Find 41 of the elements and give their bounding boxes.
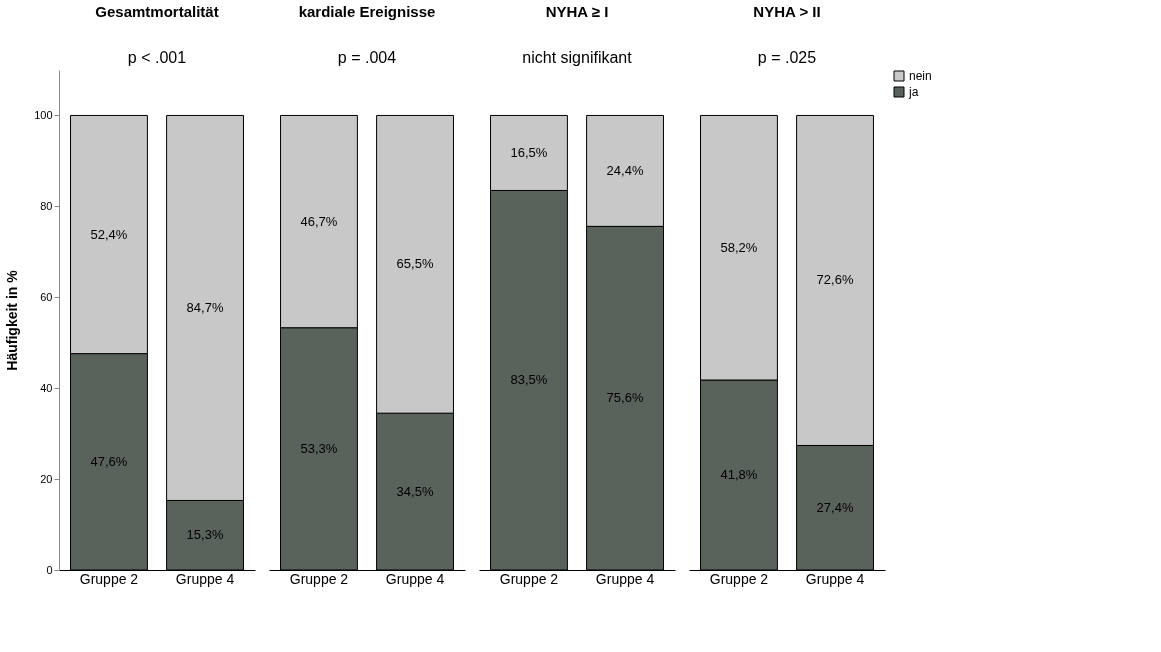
data-label: 72,6% (816, 272, 854, 288)
data-label: 15,3% (186, 527, 224, 543)
data-label: 16,5% (510, 144, 548, 160)
data-label: 53,3% (300, 440, 338, 456)
x-tick-label: Gruppe 2 (79, 570, 139, 587)
data-label: 24,4% (606, 162, 644, 178)
x-tick-label: Gruppe 2 (709, 570, 769, 587)
y-tick-label: 60 (40, 290, 53, 303)
y-tick-label: 20 (40, 472, 53, 485)
legend-label: ja (908, 85, 919, 99)
text: nicht signifikant (522, 49, 633, 66)
y-tick-label: 80 (40, 199, 53, 212)
data-label: 46,7% (300, 213, 338, 229)
x-tick-label: Gruppe 4 (385, 570, 445, 587)
data-label: 65,5% (396, 256, 434, 272)
data-label: 27,4% (816, 499, 854, 515)
y-tick-label: 40 (40, 381, 53, 394)
x-tick-label: Gruppe 4 (175, 570, 235, 587)
text: p = .025 (757, 49, 817, 66)
data-label: 58,2% (720, 239, 758, 255)
y-axis-title: Häufigkeit in % (4, 269, 21, 371)
data-label: 34,5% (396, 483, 434, 499)
text: p < .001 (127, 49, 187, 66)
x-tick-label: Gruppe 2 (289, 570, 349, 587)
y-tick-label: 100 (34, 108, 53, 121)
chart-title: kardiale Ereignisse (298, 3, 436, 20)
chart-title: Gesamtmortalität (95, 3, 219, 20)
x-tick-label: Gruppe 4 (595, 570, 655, 587)
data-label: 41,8% (720, 467, 758, 482)
chart-title: NYHA ≥ I (545, 3, 609, 20)
data-label: 47,6% (90, 453, 128, 469)
text: p = .004 (337, 49, 397, 66)
legend-label: nein (909, 69, 932, 83)
chart-title: NYHA > II (753, 3, 821, 20)
x-tick-label: Gruppe 4 (805, 570, 865, 587)
y-tick-label: 0 (46, 563, 53, 576)
x-tick-label: Gruppe 2 (499, 570, 559, 587)
data-label: 83,5% (510, 372, 548, 388)
data-label: 84,7% (186, 299, 224, 315)
data-label: 52,4% (90, 226, 128, 242)
data-label: 75,6% (606, 390, 644, 406)
